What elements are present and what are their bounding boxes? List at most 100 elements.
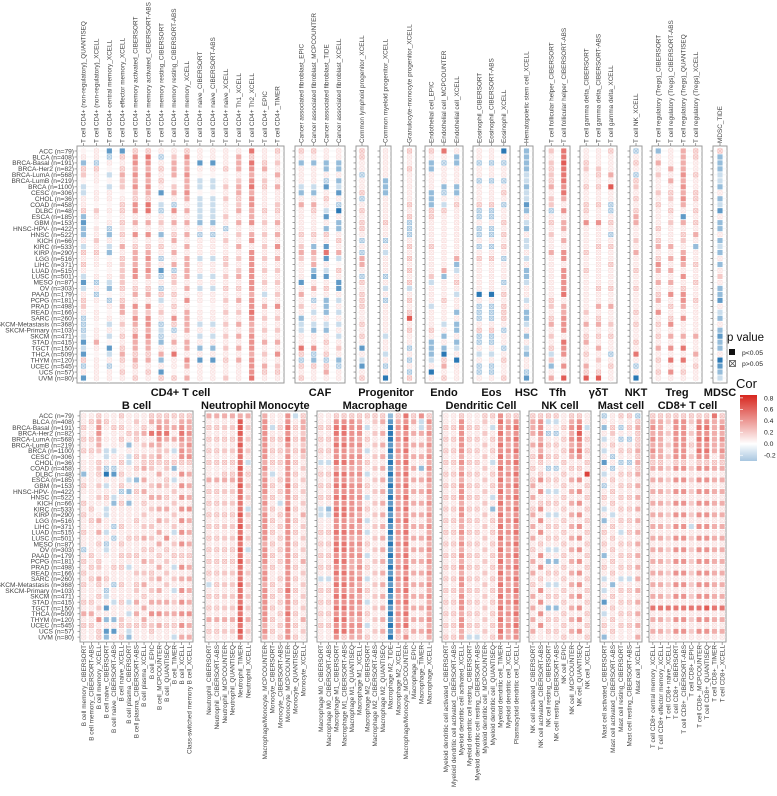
nonsignificant-marker [561,202,567,208]
nonsignificant-marker [262,357,268,363]
column-label: B cell_MCPCOUNTER [156,645,163,710]
nonsignificant-marker [428,321,434,327]
heatmap-cell [237,541,243,547]
heatmap-cell [523,172,530,178]
heatmap-cell [210,255,216,262]
heatmap-cell [655,261,661,268]
heatmap-cell [119,190,125,196]
nonsignificant-marker [119,250,125,255]
nonsignificant-marker [359,327,365,333]
heatmap-cell [561,279,567,285]
nonsignificant-marker [223,363,229,369]
heatmap-cell [179,430,185,436]
heatmap-cell [561,363,567,369]
nonsignificant-marker [262,369,268,375]
heatmap-cell [210,190,216,196]
nonsignificant-marker [383,226,388,232]
heatmap-cell [237,483,243,489]
heatmap-cell [106,166,112,172]
heatmap-cell [561,160,567,166]
column-label: T cell regulatory (Tregs)_CIBERSORT-ABS [668,20,675,143]
heatmap-panel: Eosinophil_CIBERSORT Eosinophil_CIBERSORT… [470,58,511,384]
nonsignificant-marker [524,339,529,345]
nonsignificant-marker [81,529,87,535]
heatmap-cell [119,303,125,309]
heatmap-cell [298,315,304,321]
row-label: PRAD (n=498) [31,565,74,572]
nonsignificant-marker [132,285,138,291]
row-label: UCEC (n=545) [31,363,74,370]
column-label: T cell CD4+ memory resting_CIBERSORT [158,23,165,143]
nonsignificant-marker [428,262,434,267]
heatmap-cell [156,430,162,436]
heatmap-cell [245,617,251,623]
nonsignificant-marker [596,238,601,244]
nonsignificant-marker [311,238,317,244]
heatmap-cell [336,285,342,291]
nonsignificant-marker [583,172,589,178]
nonsignificant-marker [383,363,388,369]
group-cd4-t-cell: T cell CD4+ (non-regulatory)_QUANTISEQ T … [74,2,285,399]
nonsignificant-marker [583,256,589,261]
group--t: T cell gamma delta_CIBERSORT T cell gamma… [577,34,618,399]
nonsignificant-marker [596,244,601,249]
heatmap-cell [210,303,216,309]
heatmap-cell [548,232,554,238]
nonsignificant-marker [407,351,412,357]
nonsignificant-marker [407,214,412,220]
nonsignificant-marker [158,238,164,244]
nonsignificant-marker [428,208,434,214]
nonsignificant-marker [583,160,589,166]
heatmap-cell [311,309,317,315]
nonsignificant-marker [489,154,494,160]
row-label: UVM (n=80) [38,375,74,382]
nonsignificant-marker [106,375,112,381]
nonsignificant-marker [428,232,434,238]
heatmap-cell [103,593,109,599]
heatmap-cell [298,184,304,190]
heatmap-cell [149,535,155,541]
column-label: Neutrophil_QUANTISEQ [230,645,237,715]
heatmap-cell [186,471,192,477]
heatmap-cell [210,196,216,202]
nonsignificant-marker [383,244,388,249]
nonsignificant-marker [501,154,507,160]
heatmap-cell [237,535,243,541]
heatmap-cell [145,261,151,268]
nonsignificant-marker [236,369,242,375]
nonsignificant-marker [476,363,482,369]
heatmap-cell [237,628,243,634]
heatmap-cell [717,160,723,166]
nonsignificant-marker [633,369,639,375]
nonsignificant-marker [548,226,554,232]
nonsignificant-marker [275,208,280,214]
heatmap-cell [197,178,203,184]
column-label: B cell plasma_XCELL [141,645,148,707]
nonsignificant-marker [583,208,589,214]
heatmap-cell [197,160,203,166]
nonsignificant-marker [428,327,434,333]
heatmap-cell [323,208,329,214]
heatmap-cell [633,249,639,256]
nonsignificant-marker [184,280,190,285]
heatmap-cell [133,588,140,594]
nonsignificant-marker [171,256,177,261]
heatmap-cell [237,622,243,628]
nonsignificant-marker [323,280,329,285]
nonsignificant-marker [119,357,125,363]
nonsignificant-marker [561,244,567,249]
nonsignificant-marker [476,226,482,232]
heatmap-cell [158,202,164,208]
heatmap-cell [298,249,304,256]
nonsignificant-marker [311,363,317,369]
nonsignificant-marker [275,369,280,375]
heatmap-cell [149,622,155,628]
nonsignificant-marker [476,178,482,184]
nonsignificant-marker [171,214,177,220]
heatmap-panel: Macrophage/Monocyte_MCPCOUNTER Monocyte_C… [258,410,308,759]
nonsignificant-marker [323,172,329,178]
heatmap-cell [382,285,389,291]
nonsignificant-marker [407,321,412,327]
nonsignificant-marker [489,327,494,333]
heatmap-cell [184,154,190,160]
